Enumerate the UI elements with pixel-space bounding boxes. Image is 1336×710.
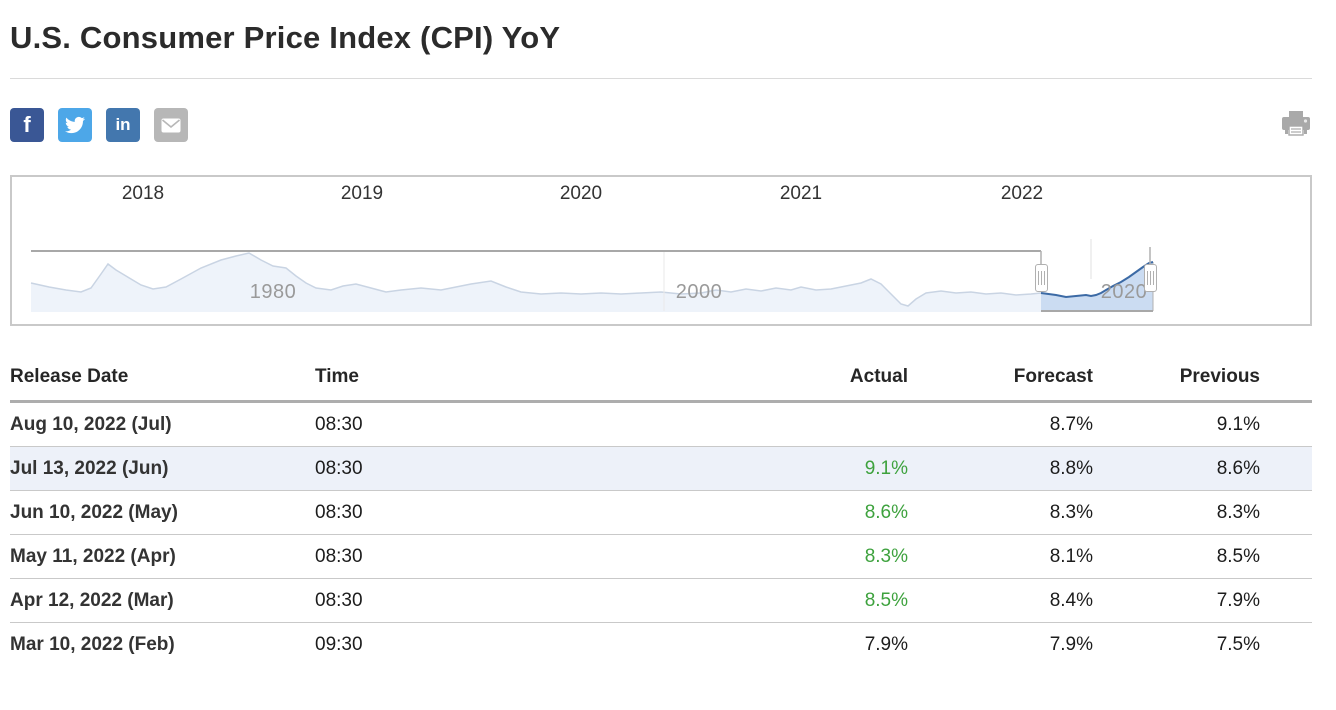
share-email-button[interactable] [154, 108, 188, 142]
col-header-actual: Actual [849, 366, 908, 387]
previous-cell: 7.5% [1216, 633, 1260, 655]
time-cell: 08:30 [315, 457, 363, 479]
chart-area: 2018 2019 2020 2021 2022 1980 2000 2020 [10, 175, 1312, 326]
twitter-icon [65, 115, 85, 135]
release-date-cell: Apr 12, 2022 (Mar) [10, 589, 174, 611]
time-cell: 08:30 [315, 413, 363, 435]
facebook-icon: f [23, 112, 31, 137]
print-button[interactable] [1280, 110, 1312, 140]
actual-cell: 9.1% [864, 457, 908, 479]
previous-cell: 8.5% [1216, 545, 1260, 567]
axis-label-2022: 2022 [1000, 183, 1044, 204]
time-cell: 08:30 [315, 545, 363, 567]
col-header-release-date: Release Date [10, 366, 129, 387]
navigator-left-handle[interactable] [1034, 264, 1048, 292]
email-icon [161, 118, 181, 133]
axis-label-2020: 2020 [559, 183, 603, 204]
actual-cell [600, 402, 908, 447]
table-header-row: Release Date Time Actual Forecast Previo… [10, 362, 1312, 402]
share-toolbar: f in [10, 107, 1312, 143]
navigator-history-area [31, 253, 1041, 312]
share-facebook-button[interactable]: f [10, 108, 44, 142]
axis-label-2021: 2021 [779, 183, 823, 204]
forecast-cell: 8.4% [1049, 589, 1093, 611]
table-row: Mar 10, 2022 (Feb) 09:30 7.9% 7.9% 7.5% [10, 623, 1312, 667]
previous-cell: 8.6% [1216, 457, 1260, 479]
linkedin-icon: in [115, 115, 131, 134]
axis-label-2018: 2018 [121, 183, 165, 204]
actual-cell: 7.9% [864, 633, 908, 655]
navigator-label-2020: 2020 [1100, 281, 1148, 303]
navigator-label-1980: 1980 [249, 281, 297, 303]
forecast-cell: 8.7% [1049, 413, 1093, 435]
release-date-cell: Mar 10, 2022 (Feb) [10, 633, 175, 655]
col-header-forecast: Forecast [1013, 366, 1093, 387]
title-divider [10, 78, 1312, 79]
navigator-canvas [30, 239, 1154, 312]
release-date-cell: May 11, 2022 (Apr) [10, 545, 176, 567]
col-header-previous: Previous [1179, 366, 1260, 387]
navigator-history-line [30, 252, 1042, 307]
forecast-cell: 8.8% [1049, 457, 1093, 479]
previous-cell: 9.1% [1216, 413, 1260, 435]
table-row: Apr 12, 2022 (Mar) 08:30 8.5% 8.4% 7.9% [10, 579, 1312, 623]
time-cell: 08:30 [315, 589, 363, 611]
actual-cell: 8.6% [864, 501, 908, 523]
table-row: Jul 13, 2022 (Jun) 08:30 9.1% 8.8% 8.6% [10, 446, 1312, 491]
forecast-cell: 7.9% [1049, 633, 1093, 655]
actual-cell: 8.5% [864, 589, 908, 611]
release-history-table: Release Date Time Actual Forecast Previo… [10, 362, 1312, 666]
time-cell: 08:30 [315, 501, 363, 523]
col-header-time: Time [315, 366, 360, 387]
actual-cell: 8.3% [864, 545, 908, 567]
forecast-cell: 8.1% [1049, 545, 1093, 567]
forecast-cell: 8.3% [1049, 501, 1093, 523]
navigator-right-handle[interactable] [1143, 264, 1157, 292]
table-row: Jun 10, 2022 (May) 08:30 8.6% 8.3% 8.3% [10, 491, 1312, 535]
previous-cell: 8.3% [1216, 501, 1260, 523]
navigator-selected-range[interactable] [1041, 262, 1153, 311]
release-date-cell: Jun 10, 2022 (May) [10, 501, 178, 523]
navigator-selected-series-line [1040, 261, 1154, 299]
page-title: U.S. Consumer Price Index (CPI) YoY [10, 20, 561, 55]
time-cell: 09:30 [315, 633, 363, 655]
share-linkedin-button[interactable]: in [106, 108, 140, 142]
share-twitter-button[interactable] [58, 108, 92, 142]
table-row: May 11, 2022 (Apr) 08:30 8.3% 8.1% 8.5% [10, 535, 1312, 579]
release-date-cell: Jul 13, 2022 (Jun) [10, 457, 169, 479]
previous-cell: 7.9% [1216, 589, 1260, 611]
navigator-label-2000: 2000 [675, 281, 723, 303]
release-date-cell: Aug 10, 2022 (Jul) [10, 413, 172, 435]
table-row: Aug 10, 2022 (Jul) 08:30 8.7% 9.1% [10, 402, 1312, 447]
axis-label-2019: 2019 [340, 183, 384, 204]
printer-icon [1280, 110, 1312, 140]
